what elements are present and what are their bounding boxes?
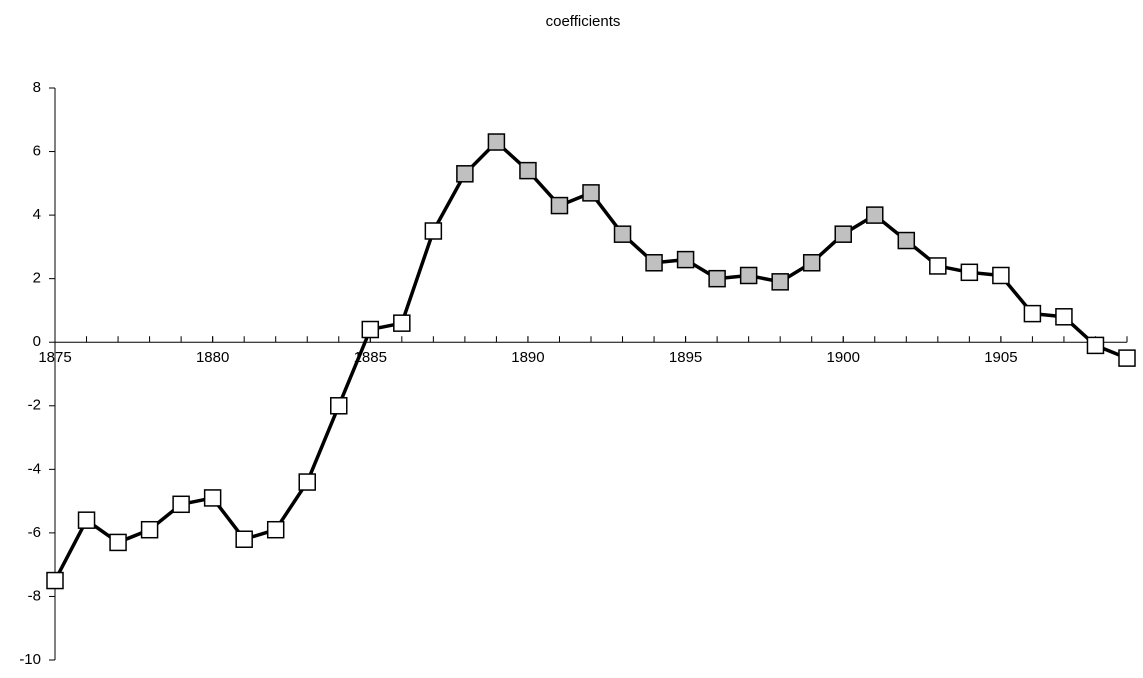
marker	[424, 222, 443, 240]
marker	[992, 266, 1010, 285]
marker	[929, 257, 947, 275]
marker	[330, 397, 348, 415]
y-tick-label: 6	[33, 143, 41, 160]
marker	[266, 520, 285, 539]
marker	[1118, 349, 1136, 367]
y-tick-label: 0	[33, 333, 41, 350]
y-tick-label: 2	[33, 270, 41, 287]
marker	[46, 571, 64, 590]
marker	[708, 269, 726, 288]
marker	[1086, 336, 1105, 355]
marker	[298, 473, 316, 491]
marker	[456, 165, 474, 183]
marker	[550, 196, 569, 215]
x-tick-label: 1900	[827, 349, 860, 366]
y-tick-label: -4	[28, 460, 41, 477]
y-tick-label: 4	[33, 206, 41, 223]
y-tick-label: -8	[28, 587, 41, 604]
x-tick-label: 1890	[511, 349, 544, 366]
marker	[487, 133, 506, 151]
x-tick-label: 1875	[38, 349, 71, 366]
y-tick-label: 8	[33, 79, 41, 96]
marker	[866, 206, 884, 224]
y-tick-label: -6	[28, 524, 41, 541]
marker	[582, 184, 600, 202]
marker	[393, 314, 411, 332]
marker	[172, 495, 190, 514]
marker	[1023, 304, 1042, 323]
marker	[235, 530, 253, 548]
marker	[771, 273, 789, 291]
marker	[960, 263, 979, 282]
marker	[140, 520, 159, 539]
marker	[361, 320, 380, 339]
marker	[834, 225, 852, 243]
marker	[897, 231, 916, 250]
chart-title: coefficients	[546, 13, 621, 30]
marker	[676, 250, 695, 269]
y-tick-label: -2	[28, 397, 41, 414]
marker	[519, 161, 537, 180]
marker	[1055, 308, 1073, 326]
marker	[77, 511, 96, 529]
x-tick-label: 1880	[196, 349, 229, 366]
marker	[613, 225, 632, 243]
marker	[109, 533, 127, 552]
marker	[739, 266, 758, 285]
marker	[645, 254, 663, 272]
x-tick-label: 1905	[984, 349, 1017, 366]
marker	[802, 254, 821, 272]
x-tick-label: 1895	[669, 349, 702, 366]
y-tick-label: -10	[19, 651, 41, 668]
marker	[203, 489, 222, 507]
